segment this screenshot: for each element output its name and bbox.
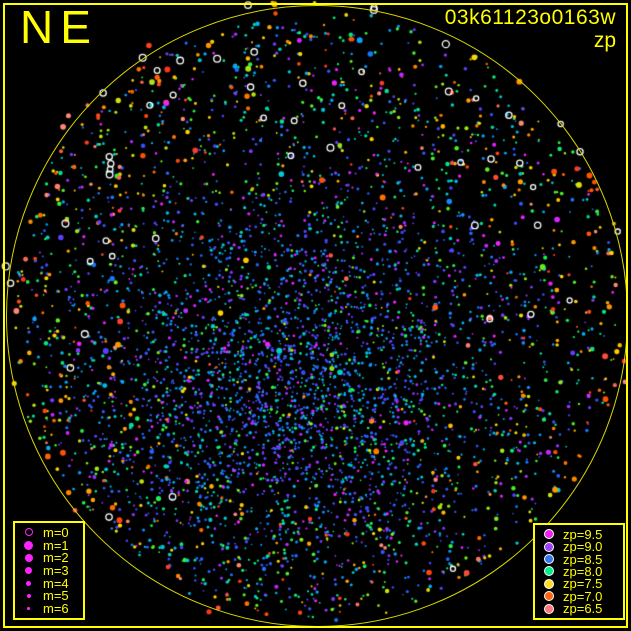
orientation-label: NE (20, 1, 98, 53)
colorbar-label: zp (593, 29, 616, 52)
legend-row-zp90: zp=9.0 (540, 539, 623, 555)
legend-row-zp95: zp=9.5 (540, 526, 623, 542)
zp65-marker-icon (543, 603, 554, 614)
legend-label-m1: m=1 (43, 537, 69, 553)
legend-label-zp75: zp=7.5 (563, 576, 603, 592)
zp95-marker-icon (543, 529, 554, 540)
legend-label-zp80: zp=8.0 (563, 563, 603, 579)
legend-row-m0: m=0 (20, 524, 83, 540)
m6-marker-icon (27, 607, 30, 610)
zp90-marker-icon (543, 541, 554, 552)
m3-marker-icon (25, 566, 32, 574)
legend-label-m0: m=0 (43, 524, 69, 540)
zp80-marker-icon (543, 566, 554, 577)
legend-row-zp65: zp=6.5 (540, 601, 623, 617)
legend-row-m4: m=4 (20, 575, 83, 591)
zp75-marker-icon (543, 578, 554, 589)
legend-row-m5: m=5 (20, 588, 83, 604)
legend-row-m2: m=2 (20, 550, 83, 566)
legend-label-m3: m=3 (43, 562, 69, 578)
zp-legend: zp=9.5 zp=9.0 zp=8.5 zp=8.0 zp=7.5 zp=7.… (533, 523, 625, 620)
legend-label-zp90: zp=9.0 (563, 539, 603, 555)
legend-row-m3: m=3 (20, 562, 83, 578)
m1-marker-icon (24, 540, 33, 550)
magnitude-legend: m=0 m=1 m=2 m=3 m=4 m=5 m=6 (13, 521, 85, 620)
legend-row-zp80: zp=8.0 (540, 563, 623, 579)
m4-marker-icon (26, 580, 31, 586)
m2-marker-icon (24, 553, 33, 562)
m5-marker-icon (26, 593, 31, 598)
legend-label-zp70: zp=7.0 (563, 588, 603, 604)
legend-row-zp75: zp=7.5 (540, 576, 623, 592)
zp85-marker-icon (543, 554, 554, 565)
legend-label-m2: m=2 (43, 550, 69, 566)
exposure-title: 03k61123o0163w (444, 6, 616, 29)
legend-label-zp65: zp=6.5 (563, 601, 603, 617)
legend-label-zp85: zp=8.5 (563, 551, 603, 567)
legend-label-m4: m=4 (43, 575, 69, 591)
legend-row-m6: m=6 (20, 601, 83, 617)
legend-row-m1: m=1 (20, 537, 83, 553)
legend-label-zp95: zp=9.5 (563, 526, 603, 542)
legend-row-zp70: zp=7.0 (540, 588, 623, 604)
legend-label-m6: m=6 (43, 601, 69, 617)
zp70-marker-icon (543, 591, 554, 602)
legend-label-m5: m=5 (43, 588, 69, 604)
legend-row-zp85: zp=8.5 (540, 551, 623, 567)
m0-marker-icon (24, 528, 33, 537)
